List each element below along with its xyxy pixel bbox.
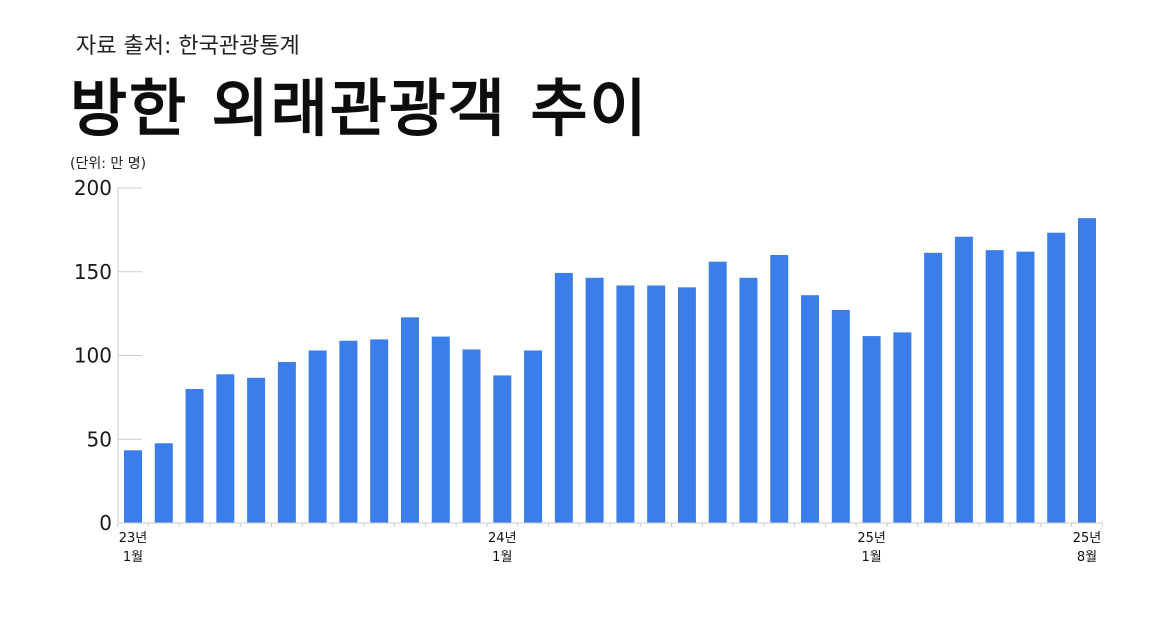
y-tick-label: 200 [74, 176, 112, 200]
x-tick-label-year: 25년 [857, 531, 886, 546]
source-note: 자료 출처: 한국관광통계 [76, 34, 300, 59]
bar [554, 272, 573, 523]
bar [462, 349, 481, 523]
y-tick-label: 100 [74, 344, 112, 368]
bar [862, 336, 881, 523]
bar [801, 295, 820, 523]
bar [708, 261, 727, 523]
x-tick-label-year: 23년 [119, 531, 148, 546]
bar [277, 362, 296, 523]
bar [739, 277, 758, 523]
unit-label: (단위: 만 명) [70, 156, 147, 172]
bar [954, 236, 973, 523]
bar [400, 317, 419, 523]
bar [308, 350, 327, 523]
bar [1047, 232, 1066, 523]
bar [216, 374, 235, 523]
bar [985, 250, 1004, 523]
x-tick-label-year: 25년 [1073, 531, 1102, 546]
bar [154, 443, 173, 523]
bar [1016, 251, 1035, 523]
bar [247, 377, 266, 523]
bar [647, 285, 666, 523]
x-tick-label-month: 8월 [1077, 550, 1097, 565]
bar [524, 350, 543, 523]
bar [185, 389, 204, 523]
x-tick-label-month: 1월 [861, 550, 881, 565]
bar [831, 309, 850, 523]
x-tick-label-month: 1월 [492, 550, 512, 565]
x-tick-label-month: 1월 [123, 550, 143, 565]
y-tick-label: 50 [87, 427, 112, 451]
bar [893, 332, 912, 523]
bar [924, 252, 943, 523]
bar [585, 277, 604, 523]
bar [770, 255, 789, 523]
bar [431, 336, 450, 523]
bar [1078, 218, 1096, 523]
bar [124, 450, 142, 523]
bar [677, 287, 696, 523]
y-tick-label: 0 [99, 511, 112, 535]
bar [370, 339, 389, 523]
chart-title: 방한 외래관광객 추이 [70, 72, 649, 145]
bar [339, 340, 358, 523]
bar [616, 285, 635, 523]
bar [493, 375, 512, 523]
y-tick-label: 150 [74, 260, 112, 284]
x-tick-label-year: 24년 [488, 531, 517, 546]
